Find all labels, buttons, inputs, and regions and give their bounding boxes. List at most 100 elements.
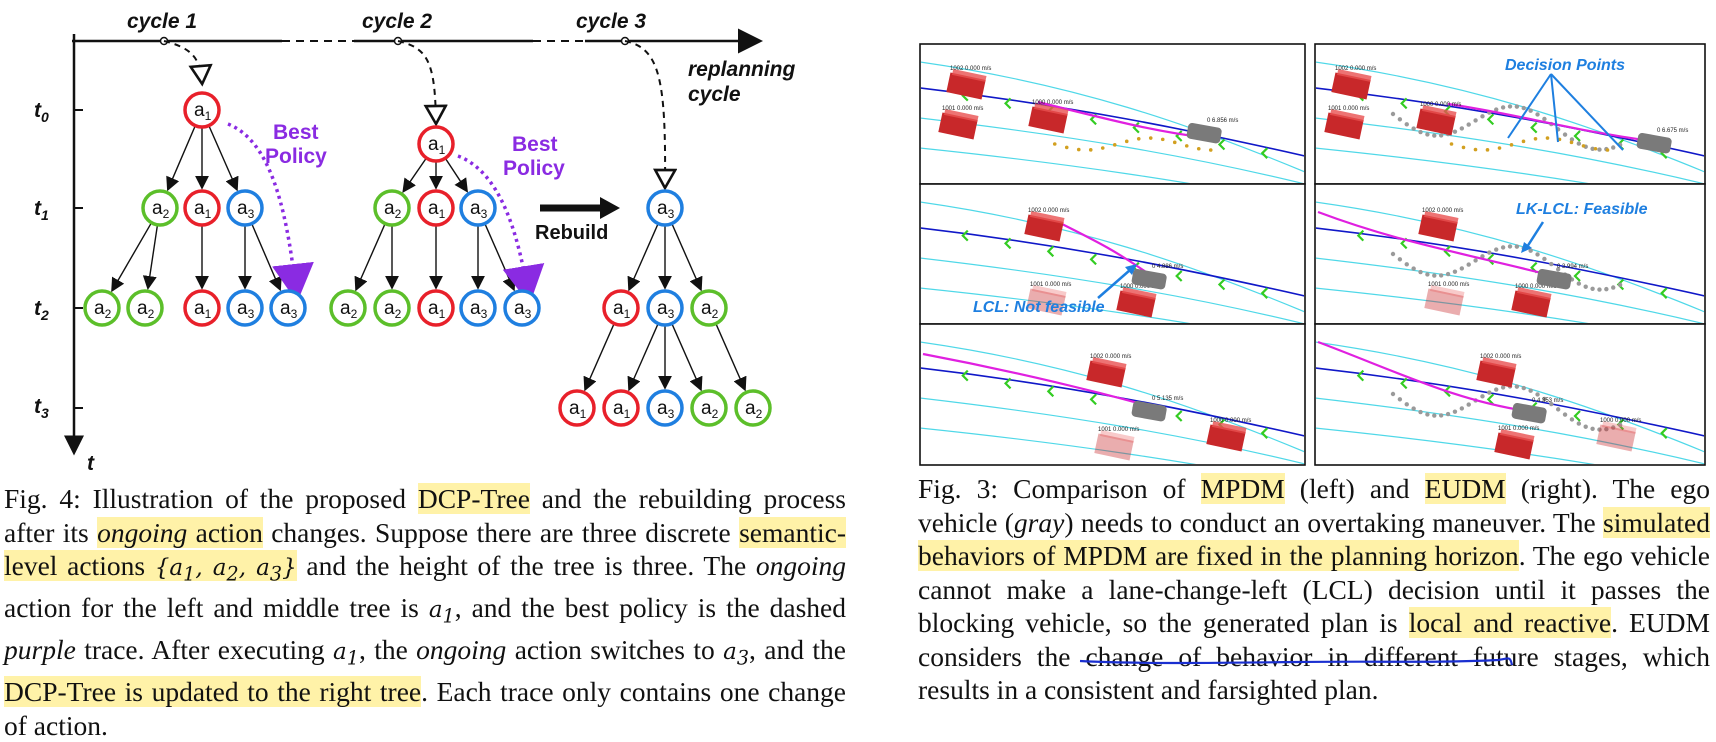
sim-sample (1562, 132, 1568, 137)
lane-marker (1400, 377, 1408, 390)
planned-path (1317, 210, 1559, 279)
sim-sample (1533, 136, 1538, 141)
sim-sample (1438, 413, 1444, 418)
node-a2: a2 (126, 289, 164, 327)
vehicle: 1000 0.000 m/s (1206, 418, 1251, 452)
cycle-timeline (72, 28, 763, 54)
tree-edge (208, 125, 239, 192)
lane-marker (1400, 97, 1408, 110)
svg-text:1000 0.000 m/s: 1000 0.000 m/s (1210, 418, 1251, 424)
best-policy-trace-left (227, 122, 314, 303)
sim-sample (1466, 262, 1471, 267)
cap4-prefix: Fig. 4: Illustration of the proposed (4, 483, 418, 514)
lane-marker (1260, 427, 1268, 439)
svg-text:t1: t1 (34, 197, 49, 223)
sim-sample (1542, 256, 1547, 262)
sim-sample (1611, 145, 1616, 150)
cycle-2-arrow (397, 40, 436, 122)
sim-sample (1485, 148, 1490, 152)
lane-marker (1260, 147, 1268, 159)
node-a2: a2 (329, 289, 367, 327)
cap4-italic: ongoing (755, 550, 847, 581)
cap4-text: and the height of the tree is three. The (296, 550, 756, 581)
lane-boundary (921, 397, 1304, 464)
vehicle: 1001 0.000 m/s (1424, 282, 1469, 316)
svg-text:0 4.353 m/s: 0 4.353 m/s (1532, 398, 1563, 404)
sim-sample (1507, 104, 1513, 109)
sim-sample (1593, 146, 1598, 151)
sim-sample (1528, 388, 1533, 393)
lane-boundary (1316, 117, 1704, 183)
lane-boundary (921, 201, 1304, 313)
sim-sample (1535, 112, 1540, 117)
lcl-not-feasible-label: LCL: Not feasible (973, 299, 1105, 316)
node-a2: a2 (373, 289, 411, 327)
sim-sample (1597, 427, 1602, 432)
node-a3: a3 (226, 189, 264, 227)
best-policy-label-left-2: Policy (265, 145, 327, 168)
sim-sample (1100, 146, 1105, 150)
fig3-mpdm-eudm-comparison: 1002 0.000 m/s 1001 0.000 m/s 1000 0.000 m… (919, 43, 1706, 466)
rebuild-arrow (540, 197, 620, 219)
cap4-math-a1: a1 (428, 597, 455, 628)
svg-text:0 5.135 m/s: 0 5.135 m/s (1152, 396, 1183, 402)
svg-text:t3: t3 (34, 395, 49, 421)
tree-edge (484, 223, 516, 292)
sim-sample (1535, 392, 1540, 397)
lane-marker (1486, 393, 1495, 406)
planned-path (1057, 221, 1154, 278)
reference-lane (1316, 227, 1704, 297)
sim-sample (1461, 145, 1466, 150)
node-a3: a3 (459, 189, 497, 227)
sim-sample (1466, 402, 1471, 407)
vehicle: 1002 0.000 m/s (1024, 208, 1069, 242)
sim-sample (1500, 245, 1506, 250)
sim-sample (1196, 146, 1201, 151)
lane-marker (1573, 130, 1581, 142)
svg-text:1001 0.000 m/s: 1001 0.000 m/s (942, 106, 983, 112)
best-policy-trace-middle (457, 154, 545, 305)
lane-marker (1003, 377, 1012, 390)
lane-marker (1089, 253, 1097, 266)
tree-edge (627, 223, 659, 292)
tree-edge (715, 323, 747, 392)
svg-text:1001 0.000 m/s: 1001 0.000 m/s (1428, 282, 1469, 288)
simulation-panels: 1002 0.000 m/s 1001 0.000 m/s 1000 0.000 m… (921, 61, 1704, 464)
sim-sample (1590, 426, 1595, 431)
ego-vehicle: 0 4.886 m/s (1131, 264, 1183, 290)
sim-sample (1611, 425, 1616, 430)
vehicle: 1000 0.000 m/s (1596, 418, 1641, 452)
cap3-italic-gray: gray (1013, 506, 1065, 538)
vehicle: 1000 0.000 m/s (1116, 284, 1161, 318)
sim-sample (1208, 148, 1213, 152)
vehicle: 1000 0.000 m/s (1511, 284, 1556, 318)
ego-vehicle: 0 4.353 m/s (1511, 398, 1563, 424)
sim-sample (1581, 144, 1586, 148)
lane-marker (1132, 121, 1140, 134)
sim-sample (1425, 272, 1430, 277)
sim-sample (1076, 147, 1081, 152)
cycle-2-label: cycle 2 (362, 10, 432, 33)
sim-sample (1459, 266, 1465, 271)
sim-sample (1480, 114, 1485, 119)
sim-sample (1597, 287, 1602, 292)
lane-boundary (1316, 397, 1704, 464)
svg-text:1002 0.000 m/s: 1002 0.000 m/s (1480, 354, 1521, 360)
tree-edge (251, 223, 282, 292)
lane-boundary (1316, 257, 1704, 323)
cap3-text: (right). The ego vehicle ( (918, 473, 1710, 538)
tree-edge (671, 223, 703, 292)
svg-text:1002 0.000 m/s: 1002 0.000 m/s (1028, 208, 1069, 214)
node-a3: a3 (646, 289, 684, 327)
tree-edge (166, 125, 196, 192)
cap3-text: . The ego vehicle cannot make a lane-cha… (918, 540, 1710, 638)
cap4-hl-dcp-tree: DCP-Tree (417, 483, 530, 514)
cap4-hl-updated: DCP-Tree is updated to the right tree (4, 676, 422, 708)
sim-sample (1514, 384, 1520, 389)
node-a3: a3 (459, 289, 497, 327)
cycle-1-label: cycle 1 (127, 10, 197, 33)
tree-edges (111, 125, 747, 392)
sim-sample (1590, 146, 1595, 151)
lane-marker (1573, 410, 1581, 422)
cap3-text: . EUDM considers the change of behavior … (918, 607, 1710, 705)
